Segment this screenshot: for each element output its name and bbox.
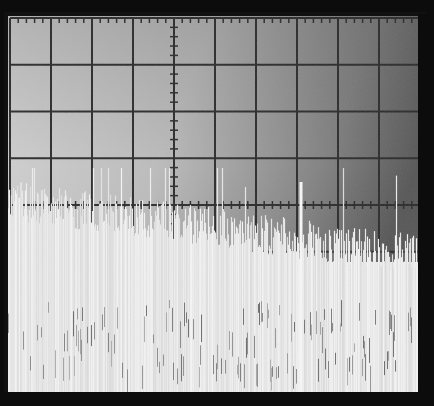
oscilloscope-photo (0, 0, 434, 406)
